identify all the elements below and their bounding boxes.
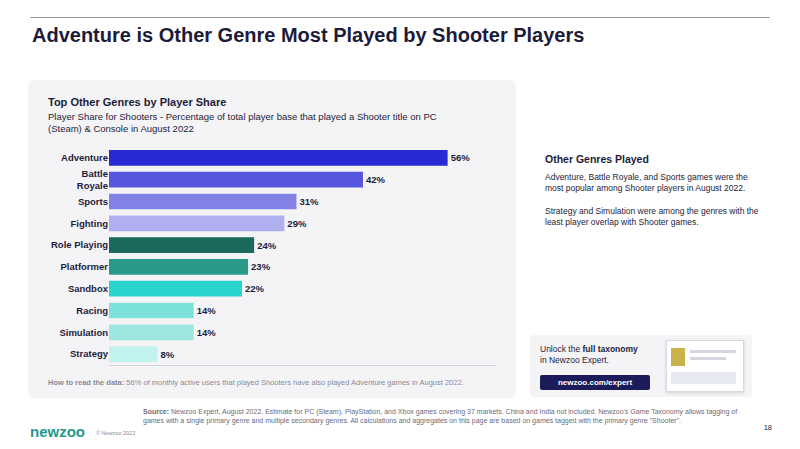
html-text:in Newzoo Expert.: in Newzoo Expert. (540, 355, 609, 365)
html-text:Source: Newzoo Expert, August: Source: Newzoo Expert, August 2022. Esti… (143, 408, 738, 424)
svg-text:8%: 8% (160, 349, 174, 360)
svg-text:Racing: Racing (76, 305, 108, 316)
svg-text:Platformer: Platformer (60, 261, 108, 272)
html-text:18: 18 (763, 423, 772, 432)
html-text:Adventure, Battle Royale, and: Adventure, Battle Royale, and Sports gam… (545, 172, 748, 193)
html-text:How to read the data: 56% of m: How to read the data: 56% of monthly act… (48, 378, 464, 387)
svg-text:42%: 42% (366, 174, 386, 185)
svg-text:23%: 23% (251, 261, 271, 272)
svg-text:31%: 31% (299, 196, 319, 207)
svg-text:BattleRoyale: BattleRoyale (77, 168, 108, 191)
svg-text:24%: 24% (257, 240, 277, 251)
svg-text:Strategy: Strategy (70, 348, 109, 359)
html-text:Adventure is Other Genre Most: Adventure is Other Genre Most Played by … (32, 24, 585, 46)
html-text:Top Other Genres by Player Sha: Top Other Genres by Player Share (48, 96, 227, 108)
html-text:newzoo: newzoo (30, 423, 85, 440)
html-text:© Newzoo 2022: © Newzoo 2022 (96, 430, 136, 436)
svg-text:14%: 14% (197, 327, 217, 338)
svg-text:56%: 56% (451, 152, 471, 163)
svg-text:Fighting: Fighting (71, 218, 109, 229)
html-text:Player Share for Shooters - Pe: Player Share for Shooters - Percentage o… (48, 111, 437, 134)
svg-text:Role Playing: Role Playing (51, 239, 108, 250)
html-text:Strategy and Simulation were a: Strategy and Simulation were among the g… (545, 206, 759, 227)
svg-text:Sports: Sports (78, 196, 108, 207)
svg-text:14%: 14% (197, 305, 217, 316)
html-text:Other Genres Played: Other Genres Played (545, 153, 649, 165)
html-text:newzoo.com/expert: newzoo.com/expert (557, 378, 633, 387)
html-text:Unlock the full taxonomy: Unlock the full taxonomy (540, 344, 638, 354)
svg-text:22%: 22% (245, 283, 265, 294)
svg-text:Simulation: Simulation (59, 327, 108, 338)
svg-text:Adventure: Adventure (61, 152, 108, 163)
svg-text:29%: 29% (287, 218, 307, 229)
svg-text:Sandbox: Sandbox (68, 283, 109, 294)
